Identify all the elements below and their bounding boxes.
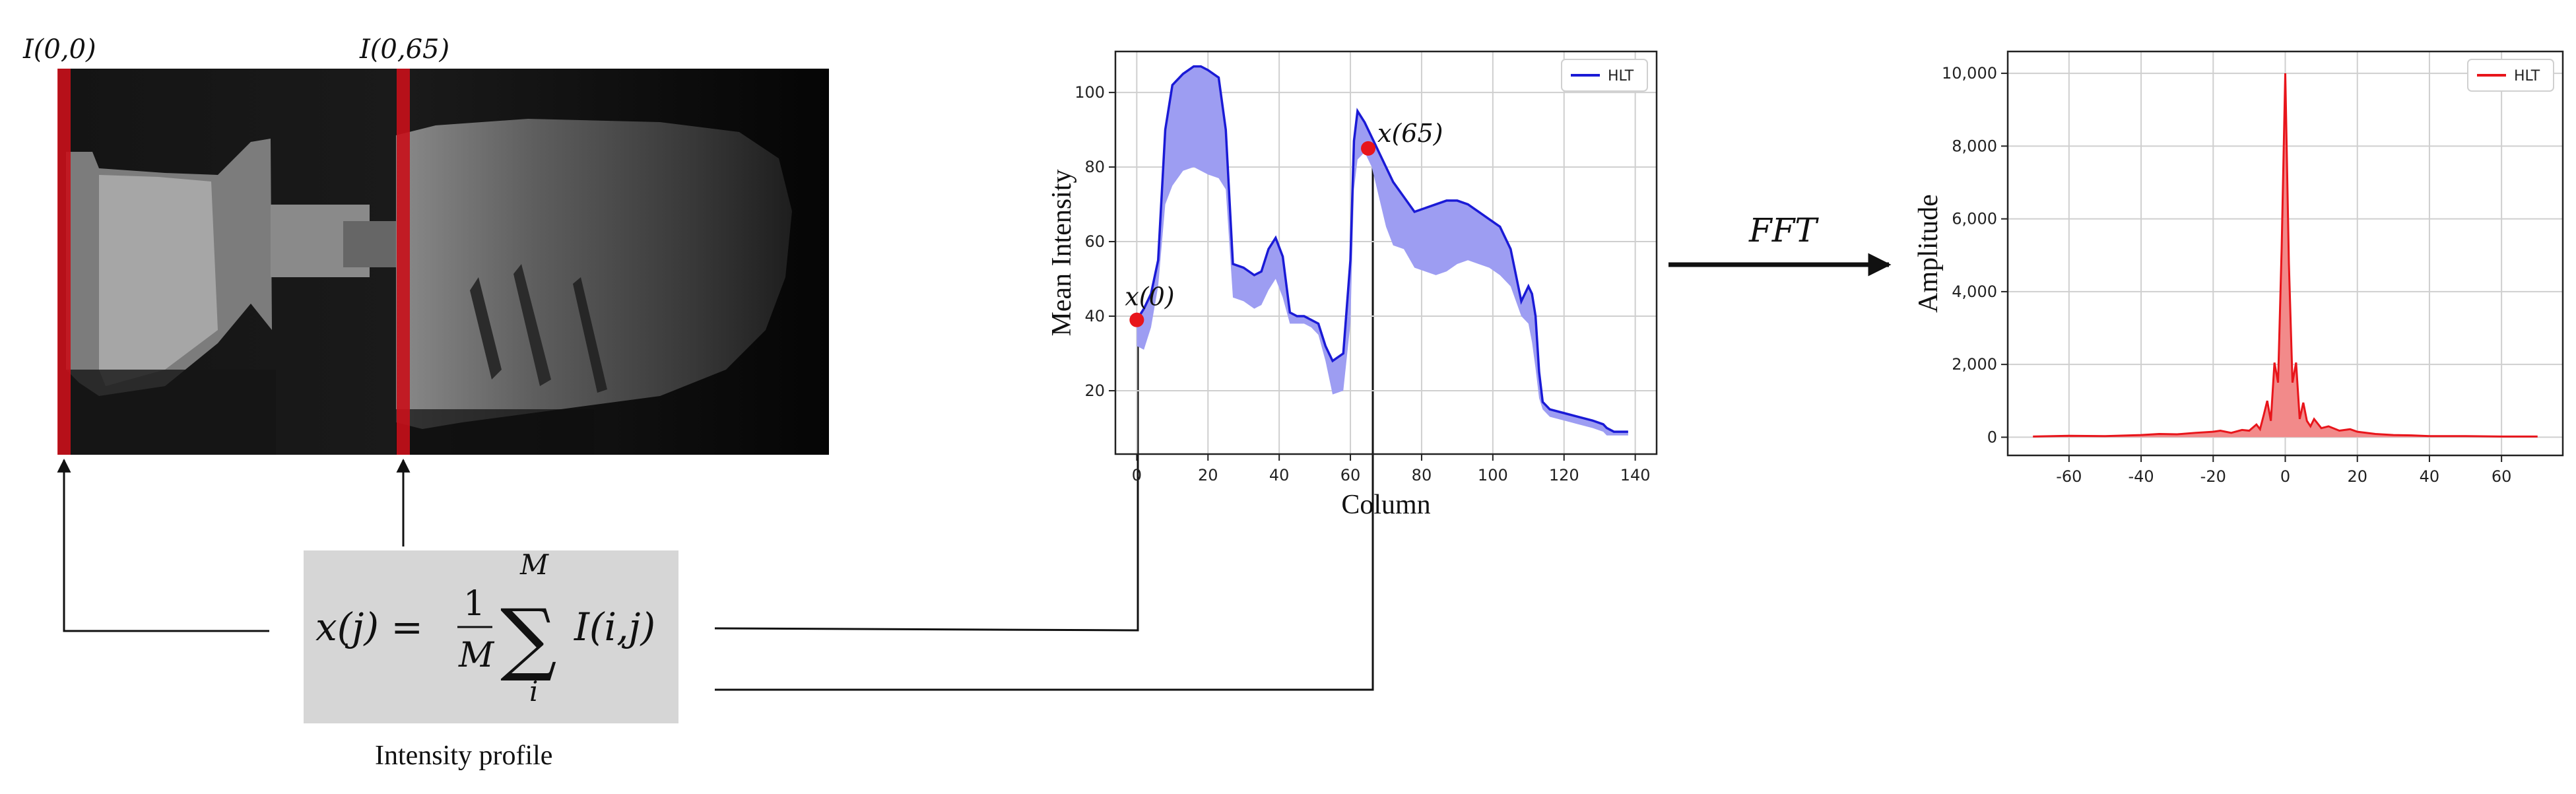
fft-legend-label: HLT — [2514, 68, 2540, 84]
connector-to-x65 — [715, 148, 1374, 691]
profile-xtick-label: 0 — [1132, 466, 1142, 484]
profile-ytick-label: 40 — [1084, 307, 1105, 325]
formula-box — [304, 550, 678, 723]
fft-xtick-label: 40 — [2420, 467, 2440, 486]
formula-fraction-denominator: M — [458, 636, 495, 675]
column-65-highlight — [397, 69, 410, 455]
fft-ytick-label: 0 — [1987, 428, 1997, 446]
profile-ytick-label: 20 — [1084, 381, 1105, 400]
profile-marker — [1361, 141, 1376, 156]
formula-sum-symbol: ∑ — [500, 593, 557, 684]
formula-connectors — [57, 148, 1374, 691]
fft-legend: HLT — [2467, 59, 2554, 92]
profile-frame — [1114, 50, 1658, 455]
column-65-label: I(0,65) — [359, 34, 449, 65]
fft-legend-box — [2467, 59, 2554, 92]
image-left-bright — [99, 175, 218, 386]
fft-ylabel: Amplitude — [1913, 194, 1944, 313]
profile-series-line — [1135, 65, 1628, 433]
profile-xtick-label: 40 — [1269, 466, 1290, 484]
profile-ytick-label: 60 — [1084, 232, 1105, 251]
formula-sum-superscript: M — [519, 548, 549, 581]
profile-xlabel: Column — [1341, 490, 1430, 520]
fft-ytick-label: 10,000 — [1942, 64, 1997, 83]
profile-marker-label: x(65) — [1377, 119, 1443, 148]
profile-xtick-label: 140 — [1620, 466, 1651, 484]
fft-area — [2033, 73, 2538, 438]
fft-ytick-label: 6,000 — [1952, 210, 1997, 228]
profile-xtick-label: 60 — [1340, 466, 1361, 484]
fft-xtick-label: 0 — [2280, 467, 2290, 486]
fft-xtick-label: 60 — [2492, 467, 2512, 486]
connector-to-x0 — [714, 328, 1139, 632]
profile-marker — [1129, 312, 1144, 327]
fft-xtick-label: -20 — [2200, 467, 2226, 486]
fft-arrow: FFT — [1668, 211, 1892, 277]
fft-xtick-label: 20 — [2347, 467, 2367, 486]
grayscale-image — [58, 69, 829, 455]
profile-xtick-label: 120 — [1549, 466, 1579, 484]
profile-legend: HLT — [1561, 59, 1648, 92]
profile-xtick-label: 20 — [1198, 466, 1218, 484]
formula-lhs: x(j) = — [315, 605, 423, 649]
fft-ytick-label: 2,000 — [1952, 355, 1997, 374]
fft-xtick-label: -60 — [2056, 467, 2082, 486]
formula-fraction-numerator: 1 — [463, 584, 485, 624]
profile-band — [1137, 66, 1628, 436]
formula-caption: Intensity profile — [375, 741, 552, 771]
profile-ylabel: Mean Intensity — [1047, 169, 1077, 336]
profile-legend-label: HLT — [1608, 68, 1634, 84]
profile-xtick-label: 80 — [1412, 466, 1432, 484]
fft-xtick-label: -40 — [2128, 467, 2154, 486]
fft-series-line — [2033, 73, 2538, 438]
fft-label: FFT — [1748, 211, 1819, 249]
mean-intensity-chart: 0 20 40 60 80 100 120 140 20 40 60 80 100 Column Mean … — [1047, 50, 1658, 520]
column-0-label: I(0,0) — [22, 34, 96, 65]
fft-ytick-label: 4,000 — [1952, 282, 1997, 301]
profile-ytick-label: 80 — [1084, 158, 1105, 176]
profile-marker-label: x(0) — [1125, 282, 1174, 312]
profile-ytick-label: 100 — [1074, 83, 1105, 102]
profile-legend-box — [1561, 59, 1648, 92]
arrow-to-column-0 — [57, 458, 269, 632]
profile-xtick-label: 100 — [1478, 466, 1508, 484]
formula-sum-subscript: i — [529, 675, 538, 708]
intensity-profile-formula: x(j) = 1 M M ∑ i I(i,j) — [315, 548, 655, 708]
formula-rhs: I(i,j) — [574, 605, 655, 649]
column-0-highlight — [57, 69, 71, 455]
fft-ytick-label: 8,000 — [1952, 137, 1997, 155]
fft-amplitude-chart: -60 -40 -20 0 20 40 60 0 2,000 4,000 6,000 8,000 10,… — [1913, 50, 2564, 486]
